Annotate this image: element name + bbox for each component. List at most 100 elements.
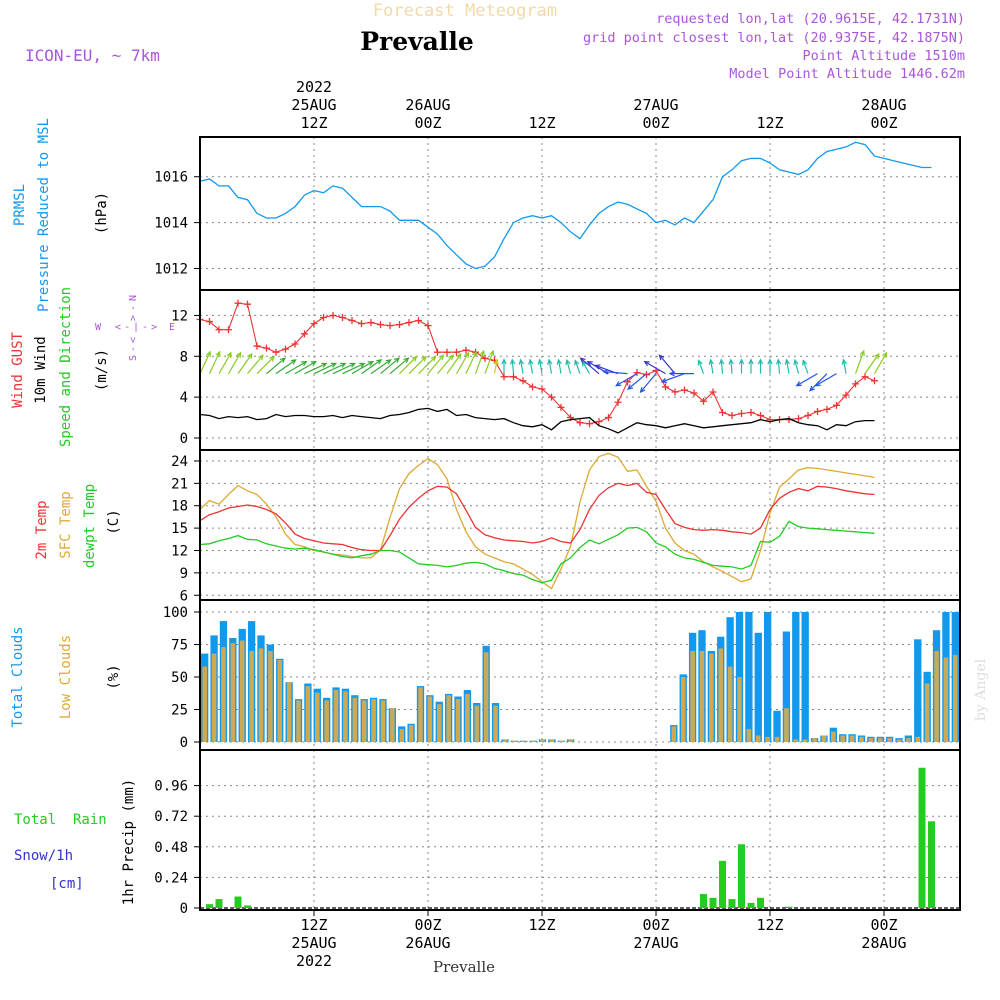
compass-south: S bbox=[128, 355, 139, 361]
wind-direction-arrow bbox=[615, 373, 638, 387]
gust-marker bbox=[690, 389, 698, 397]
compass-arrow-s: < bbox=[128, 337, 139, 343]
gust-marker bbox=[443, 348, 451, 356]
gust-marker bbox=[434, 348, 441, 356]
wind-arrow-head bbox=[809, 385, 815, 392]
low-cloud-bar bbox=[812, 738, 817, 742]
low-cloud-bar bbox=[221, 647, 226, 742]
wind-gust-label: Wind GUST bbox=[10, 332, 26, 408]
gust-marker bbox=[453, 348, 460, 356]
low-cloud-bar bbox=[746, 729, 752, 742]
2m-temp-line bbox=[199, 482, 875, 552]
wind-arrow-head bbox=[660, 377, 667, 383]
wind-arrow-head bbox=[403, 357, 410, 364]
wind-arrow-head bbox=[579, 357, 586, 364]
bottom-year-label: 2022 bbox=[296, 952, 332, 970]
low-cloud-bar bbox=[390, 708, 395, 742]
temp-unit-label: (C) bbox=[106, 509, 122, 534]
gust-marker bbox=[500, 373, 508, 381]
wind-direction-arrow bbox=[519, 359, 524, 374]
rain-bar bbox=[728, 899, 736, 908]
watermark: by Angel bbox=[973, 658, 989, 721]
wind-direction-arrow bbox=[842, 359, 847, 374]
product-title: Forecast Meteogram bbox=[373, 1, 557, 21]
gust-marker bbox=[700, 397, 707, 405]
wind-direction-arrow bbox=[730, 359, 733, 374]
wind-direction-arrow bbox=[285, 361, 307, 375]
total-cloud-bar bbox=[754, 632, 762, 742]
wind-unit-label: (m/s) bbox=[94, 349, 110, 391]
low-cloud-bar bbox=[324, 700, 329, 742]
low-cloud-bar bbox=[671, 726, 677, 742]
low-cloud-bar bbox=[896, 739, 902, 742]
wind-arrow-head bbox=[471, 350, 477, 357]
snow-unit-label: [cm] bbox=[50, 876, 84, 892]
low-cloud-bar bbox=[268, 651, 273, 742]
wind-direction-arrow bbox=[227, 352, 242, 374]
compass-arrow-e: > bbox=[151, 322, 157, 333]
y-tick-label: 1016 bbox=[154, 170, 188, 186]
wind-arrow-head bbox=[310, 360, 317, 367]
wind-direction-arrow bbox=[794, 359, 800, 374]
wind-arrow-head bbox=[793, 358, 799, 366]
wind-10m-label: 10m Wind bbox=[33, 336, 49, 403]
gust-marker bbox=[671, 388, 679, 396]
low-cloud-bar bbox=[558, 740, 564, 742]
bottom-hour-label: 00Z bbox=[870, 916, 897, 934]
wind-arrow-head bbox=[438, 354, 445, 361]
gust-marker bbox=[719, 408, 726, 416]
bottom-hour-label: 00Z bbox=[414, 916, 441, 934]
gust-marker bbox=[795, 415, 802, 423]
gust-marker bbox=[747, 408, 755, 416]
gust-marker bbox=[681, 386, 688, 394]
wind-direction-arrow bbox=[581, 361, 591, 374]
gust-marker bbox=[339, 313, 346, 321]
wind-arrow-head bbox=[340, 362, 347, 368]
low-cloud-bar bbox=[493, 705, 498, 742]
wind-direction-arrow bbox=[389, 357, 409, 375]
rain-bar bbox=[244, 905, 251, 908]
wind-arrow-head bbox=[393, 357, 400, 364]
gust-marker bbox=[557, 403, 565, 411]
gust-marker bbox=[510, 373, 517, 381]
wind-arrow-head bbox=[421, 355, 427, 362]
wind-direction-arrow bbox=[802, 360, 809, 374]
gust-marker bbox=[586, 420, 593, 428]
gust-marker bbox=[605, 414, 612, 422]
wind-arrow-head bbox=[501, 358, 507, 365]
compass-dash-w: - bbox=[124, 322, 130, 333]
wind-direction-arrow bbox=[698, 360, 705, 374]
wind-direction-arrow bbox=[294, 361, 317, 375]
total-cloud-bar bbox=[792, 612, 800, 742]
wind-arrow-head bbox=[708, 358, 714, 365]
wind-compass-rose: N - > W < - | - > E < - S bbox=[95, 295, 175, 361]
low-cloud-bar bbox=[521, 740, 526, 742]
wind-direction-arrow bbox=[418, 356, 436, 375]
y-tick-label: 8 bbox=[180, 349, 188, 365]
bottom-hour-label: 12Z bbox=[756, 916, 783, 934]
wind-direction-arrow bbox=[785, 359, 790, 374]
pressure-unit-label: (hPa) bbox=[94, 192, 110, 234]
compass-center: | bbox=[133, 322, 139, 333]
low-cloud-bar bbox=[568, 739, 573, 742]
gust-marker bbox=[301, 330, 308, 338]
wind-direction-arrow bbox=[644, 361, 666, 375]
wind-arrow-head bbox=[697, 359, 703, 366]
y-tick-label: 21 bbox=[171, 476, 188, 492]
low-cloud-bar bbox=[906, 738, 911, 742]
gust-marker bbox=[842, 391, 850, 399]
rain-bar bbox=[215, 899, 223, 908]
panel-frame bbox=[199, 749, 961, 911]
temp-dewpt-label: dewpt Temp bbox=[82, 484, 98, 568]
gust-marker bbox=[358, 320, 365, 328]
wind-arrow-head bbox=[586, 360, 593, 367]
wind-direction-arrow bbox=[538, 359, 543, 374]
low-cloud-bar bbox=[680, 677, 686, 742]
low-cloud-bar bbox=[211, 653, 217, 742]
low-cloud-bar bbox=[277, 660, 283, 742]
panel-frames bbox=[199, 136, 961, 911]
low-cloud-bar bbox=[727, 666, 733, 742]
wind-arrow-head bbox=[290, 359, 297, 365]
wind-arrow-head bbox=[602, 369, 609, 375]
y-tick-label: 9 bbox=[180, 566, 188, 582]
